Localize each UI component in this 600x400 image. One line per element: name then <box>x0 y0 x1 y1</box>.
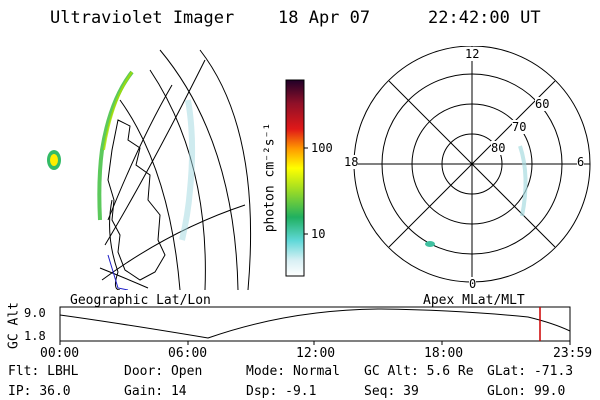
info-door: Door: Open <box>124 364 203 379</box>
map-longitude-arc-2 <box>119 99 181 290</box>
polar-label-bottom: 0 <box>469 277 477 291</box>
observation-date: 18 Apr 07 <box>278 8 371 28</box>
intensity-colorbar <box>285 79 308 277</box>
polar-lat-70: 70 <box>512 120 527 134</box>
terminator-line <box>107 254 129 290</box>
map-latitude-arc-2 <box>104 59 206 246</box>
colorbar-label: photon cm⁻²s⁻¹ <box>262 122 278 233</box>
info-glat: GLat: -71.3 <box>487 364 574 379</box>
polar-lat-80: 80 <box>491 141 506 155</box>
polar-lat-60: 60 <box>535 97 550 111</box>
diffuse-emission <box>179 99 196 241</box>
map-limb-arc-far <box>199 49 252 290</box>
polar-emission <box>518 145 528 217</box>
info-gain: Gain: 14 <box>124 384 187 399</box>
info-ip: IP: 36.0 <box>8 384 71 399</box>
timeline-xtick-3: 18:00 <box>424 346 464 361</box>
info-dsp: Dsp: -9.1 <box>246 384 317 399</box>
coast-line <box>109 199 121 290</box>
info-mode: Mode: Normal <box>246 364 340 379</box>
polar-label-top: 12 <box>465 47 480 61</box>
info-glon: GLon: 99.0 <box>487 384 566 399</box>
info-gc-alt: GC Alt: 5.6 Re <box>364 364 474 379</box>
polar-plot <box>353 46 591 283</box>
timeline-xtick-4: 23:59 <box>553 346 593 361</box>
geographic-map <box>47 49 252 290</box>
timeline-ytick-high: 9.0 <box>24 306 46 320</box>
map-longitude-arc-1 <box>149 69 206 290</box>
timeline-xtick-0: 00:00 <box>40 346 80 361</box>
info-flt: Flt: LBHL <box>8 364 79 379</box>
observation-time: 22:42:00 UT <box>428 8 541 28</box>
map-latitude-arc-1 <box>101 204 246 281</box>
info-seq: Seq: 39 <box>364 384 419 399</box>
timeline-right-title: Apex MLat/MLT <box>423 293 525 308</box>
coast-line-2 <box>99 267 149 289</box>
altitude-timeline <box>59 306 571 345</box>
timeline-ytick-low: 1.8 <box>24 329 46 343</box>
timeline-axis-label: GC Alt <box>6 302 22 349</box>
timeline-xtick-2: 12:00 <box>296 346 336 361</box>
timeline-left-title: Geographic Lat/Lon <box>70 293 211 308</box>
altitude-curve <box>59 308 571 339</box>
polar-bright-spot <box>425 241 435 247</box>
polar-label-right: 6 <box>577 155 585 169</box>
colorbar-tick-10: 10 <box>311 227 326 241</box>
continent-outline <box>107 119 166 281</box>
map-limb-arc-outer <box>159 49 239 290</box>
instrument-title: Ultraviolet Imager <box>50 8 235 28</box>
map-latitude-arc-3 <box>107 84 173 221</box>
polar-label-left: 18 <box>344 155 359 169</box>
colorbar-tick-100: 100 <box>311 141 333 155</box>
timeline-xtick-1: 06:00 <box>168 346 208 361</box>
